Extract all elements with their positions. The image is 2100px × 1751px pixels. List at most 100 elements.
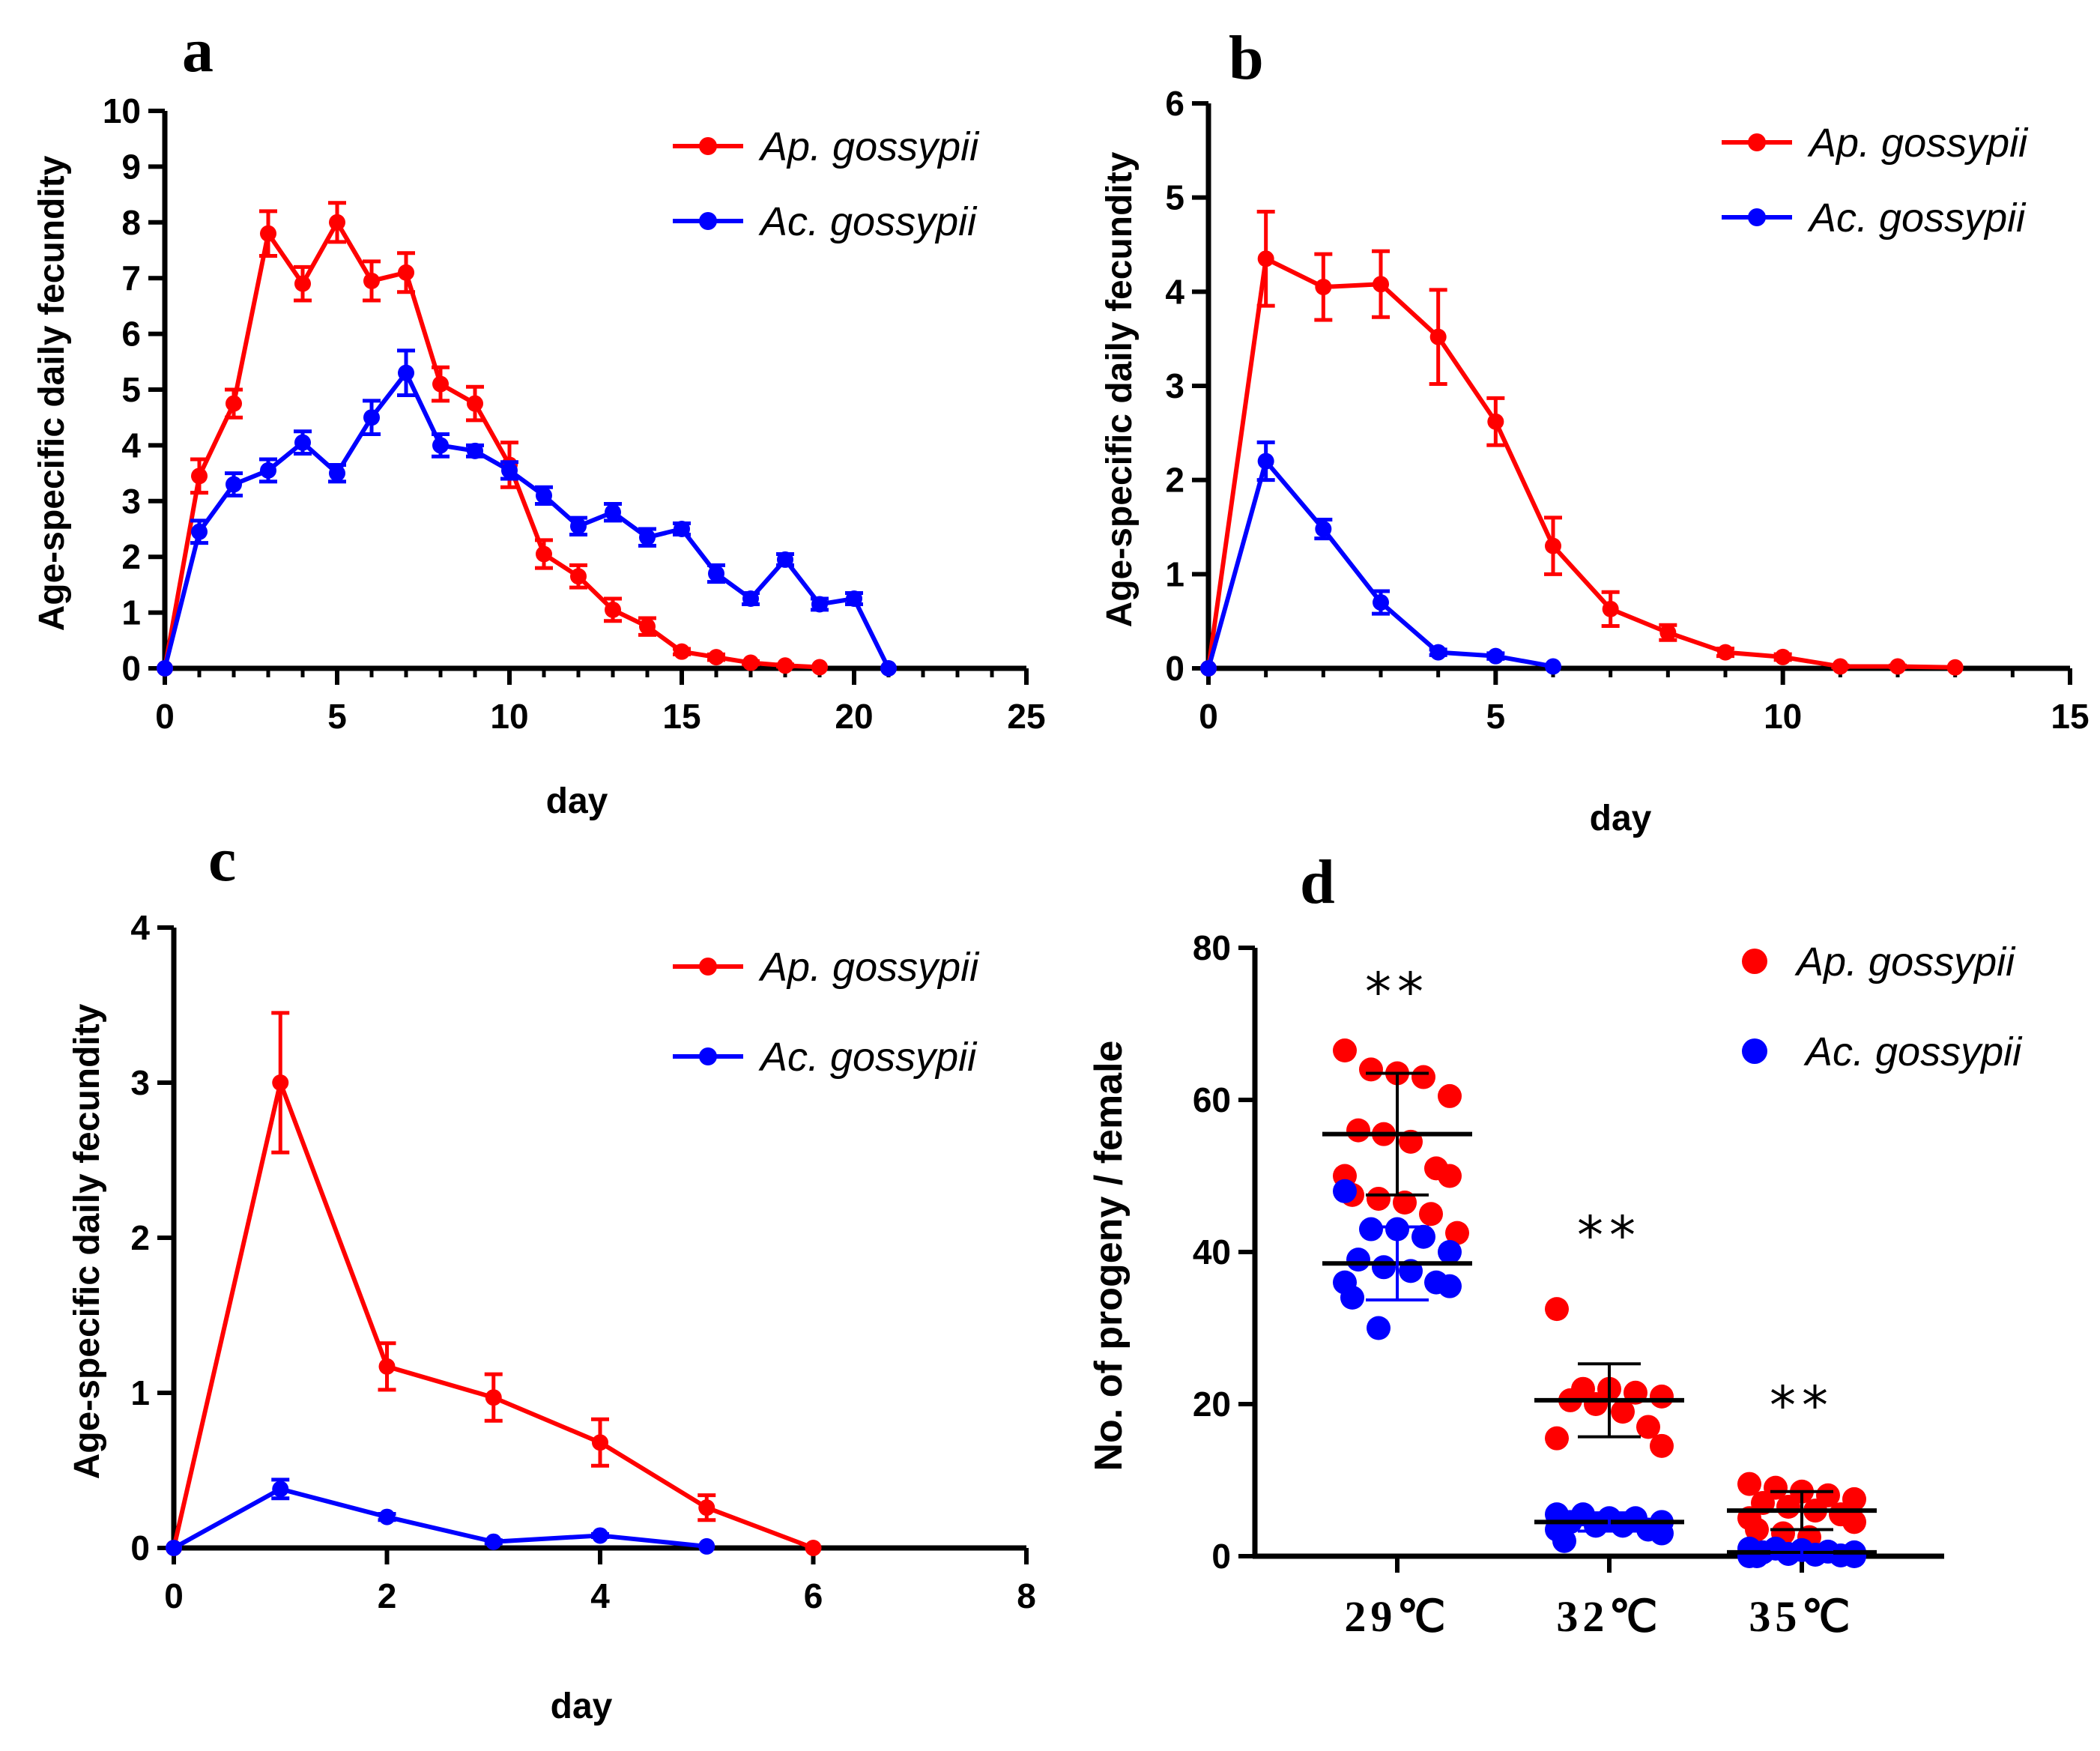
x-category-label: 35℃ bbox=[1749, 1592, 1854, 1641]
data-point bbox=[777, 657, 793, 674]
data-point bbox=[570, 568, 587, 585]
y-tick-label: 2 bbox=[1165, 461, 1184, 500]
significance-label: ** bbox=[1577, 1205, 1641, 1266]
x-tick-label: 0 bbox=[1199, 697, 1218, 736]
data-point bbox=[226, 395, 242, 412]
y-tick-label: 0 bbox=[1165, 649, 1184, 688]
x-axis-title: day bbox=[1590, 799, 1652, 838]
data-point bbox=[1373, 276, 1389, 293]
data-point bbox=[1636, 1415, 1660, 1439]
data-point bbox=[1717, 644, 1734, 661]
data-point bbox=[398, 364, 414, 381]
legend-marker bbox=[699, 958, 717, 976]
data-point bbox=[742, 590, 759, 607]
data-point bbox=[1445, 1221, 1469, 1245]
y-tick-label: 6 bbox=[121, 315, 141, 354]
series-ap-gossypii bbox=[157, 201, 828, 677]
legend-marker bbox=[1748, 133, 1766, 151]
data-point bbox=[1745, 1544, 1769, 1568]
data-point bbox=[605, 601, 621, 618]
data-point bbox=[363, 272, 380, 289]
data-point bbox=[272, 1074, 289, 1091]
data-point bbox=[1774, 648, 1791, 665]
data-point bbox=[1832, 658, 1849, 675]
y-tick-label: 4 bbox=[1165, 272, 1184, 311]
legend-label: Ap. gossypii bbox=[1807, 121, 2029, 166]
data-point bbox=[1842, 1544, 1866, 1568]
data-point bbox=[805, 1540, 822, 1556]
data-point bbox=[1650, 1384, 1674, 1409]
data-point bbox=[639, 618, 656, 635]
data-point bbox=[1372, 1255, 1396, 1280]
data-point bbox=[272, 1481, 289, 1498]
data-point bbox=[1200, 660, 1217, 677]
x-tick-label: 15 bbox=[2051, 697, 2089, 736]
y-tick-label: 4 bbox=[130, 908, 150, 947]
series-line bbox=[172, 1487, 707, 1550]
data-point bbox=[1257, 250, 1274, 267]
data-point bbox=[1438, 1083, 1462, 1108]
data-point bbox=[1889, 658, 1906, 675]
x-tick-label: 5 bbox=[327, 697, 347, 736]
data-point bbox=[811, 659, 828, 676]
y-tick-label: 1 bbox=[121, 593, 141, 632]
x-tick-label: 6 bbox=[804, 1576, 823, 1615]
data-point bbox=[1545, 1426, 1569, 1451]
data-point bbox=[1552, 1528, 1576, 1553]
data-point bbox=[1429, 644, 1447, 661]
y-tick-label: 0 bbox=[121, 649, 141, 688]
legend-label: Ap. gossypii bbox=[758, 124, 980, 169]
data-point bbox=[1315, 279, 1332, 296]
data-point bbox=[467, 442, 483, 459]
data-point bbox=[1584, 1392, 1608, 1416]
series-line bbox=[1206, 459, 1554, 669]
series-line bbox=[163, 220, 820, 670]
mean-sd-ap-gossypii bbox=[1322, 1071, 1877, 1531]
data-point bbox=[1545, 658, 1561, 675]
data-point bbox=[1487, 647, 1504, 665]
data-point bbox=[1650, 1521, 1674, 1546]
series-ac-gossypii bbox=[157, 348, 897, 677]
data-point bbox=[1315, 521, 1332, 538]
panel-b-line-chart: 0 1 2 3 4 5 6 0 5 10 15 day Age-specific daily fecun… bbox=[1100, 84, 2090, 838]
y-axis-title: Age-specific daily fecundity bbox=[67, 1003, 107, 1479]
data-point bbox=[485, 1389, 502, 1406]
data-point bbox=[698, 1499, 715, 1516]
data-point bbox=[191, 468, 208, 485]
data-point bbox=[846, 590, 862, 607]
significance-label: ** bbox=[1365, 961, 1429, 1023]
y-tick-label: 10 bbox=[103, 91, 141, 130]
data-point bbox=[378, 1508, 396, 1525]
data-point bbox=[432, 437, 449, 454]
x-category-label: 29℃ bbox=[1344, 1592, 1450, 1641]
y-tick-label: 9 bbox=[121, 147, 141, 186]
data-point bbox=[536, 545, 552, 563]
data-point bbox=[1359, 1057, 1383, 1082]
series-ac-gossypii bbox=[166, 1478, 715, 1556]
y-tick-label: 20 bbox=[1193, 1385, 1231, 1424]
x-tick-label: 2 bbox=[378, 1576, 397, 1615]
data-point bbox=[1429, 328, 1447, 345]
x-tick-label: 20 bbox=[835, 697, 873, 736]
y-tick-label: 40 bbox=[1193, 1233, 1231, 1271]
significance-label: ** bbox=[1770, 1375, 1834, 1436]
panel-c-line-chart: 0 1 2 3 4 0 2 4 6 8 day Age-specific daily fecundit… bbox=[67, 908, 1036, 1726]
data-point bbox=[536, 487, 552, 504]
data-point bbox=[1393, 1191, 1417, 1215]
data-point bbox=[157, 660, 173, 677]
x-tick-label: 5 bbox=[1486, 697, 1506, 736]
data-point bbox=[363, 409, 380, 426]
y-tick-label: 3 bbox=[130, 1063, 150, 1102]
data-point bbox=[1602, 600, 1619, 617]
data-point bbox=[1611, 1513, 1635, 1538]
data-point bbox=[1545, 537, 1561, 554]
data-point bbox=[1411, 1065, 1435, 1089]
data-point bbox=[1333, 1038, 1357, 1063]
x-tick-label: 10 bbox=[1764, 697, 1802, 736]
data-point bbox=[378, 1358, 396, 1375]
x-tick-label: 0 bbox=[155, 697, 175, 736]
x-tick-label: 8 bbox=[1017, 1576, 1036, 1615]
legend-marker bbox=[699, 212, 717, 230]
x-tick-label: 10 bbox=[490, 697, 528, 736]
data-point bbox=[1659, 624, 1677, 641]
